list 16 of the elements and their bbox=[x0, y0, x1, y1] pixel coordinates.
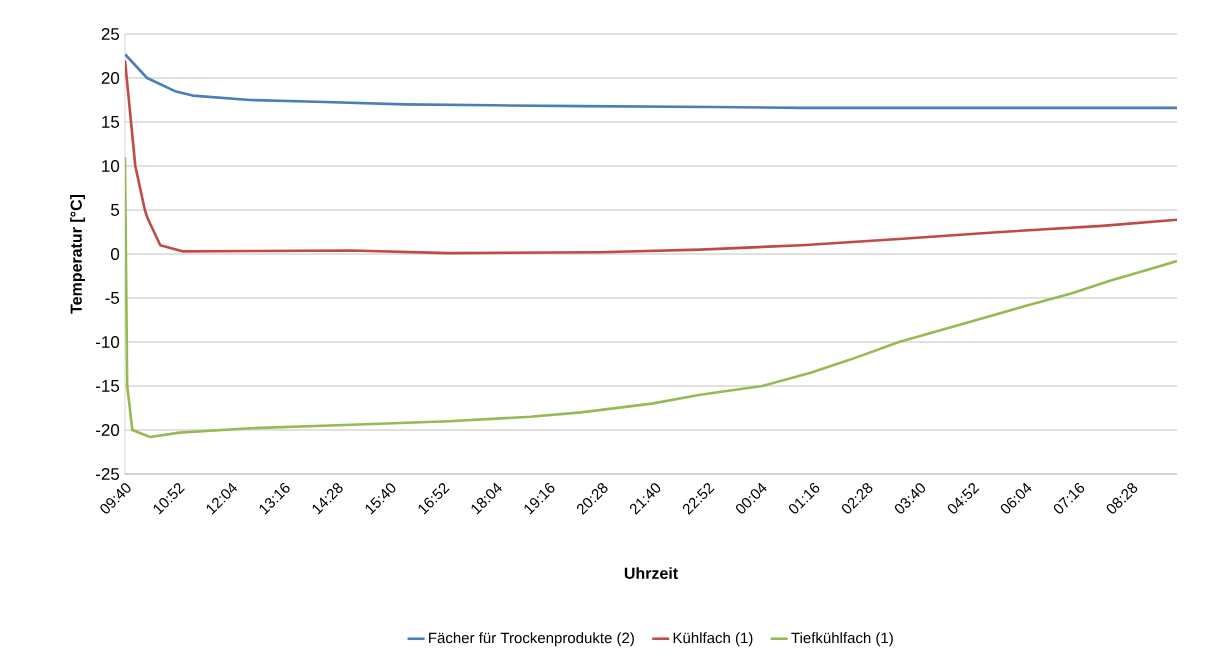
y-tick-label: 20 bbox=[101, 71, 120, 85]
legend-label: Fächer für Trockenprodukte (2) bbox=[429, 632, 634, 647]
y-tick-label: 5 bbox=[111, 204, 120, 216]
y-tick-label: -5 bbox=[105, 292, 120, 304]
legend-label: Tiefkühlfach (1) bbox=[791, 632, 893, 647]
y-tick-label: 0 bbox=[111, 247, 120, 261]
y-axis-title: Temperatur [°C] bbox=[70, 194, 86, 314]
y-tick-label: -10 bbox=[95, 335, 120, 349]
legend-label: Kühlfach (1) bbox=[673, 632, 753, 647]
x-axis-title: Uhrzeit bbox=[624, 567, 678, 579]
y-tick-label: 25 bbox=[101, 27, 120, 41]
y-tick-label: -15 bbox=[95, 380, 120, 392]
y-tick-label: 15 bbox=[102, 116, 120, 128]
y-tick-label: 10 bbox=[102, 159, 120, 173]
y-tick-label: -20 bbox=[95, 423, 120, 437]
y-tick-label: -25 bbox=[95, 467, 120, 481]
